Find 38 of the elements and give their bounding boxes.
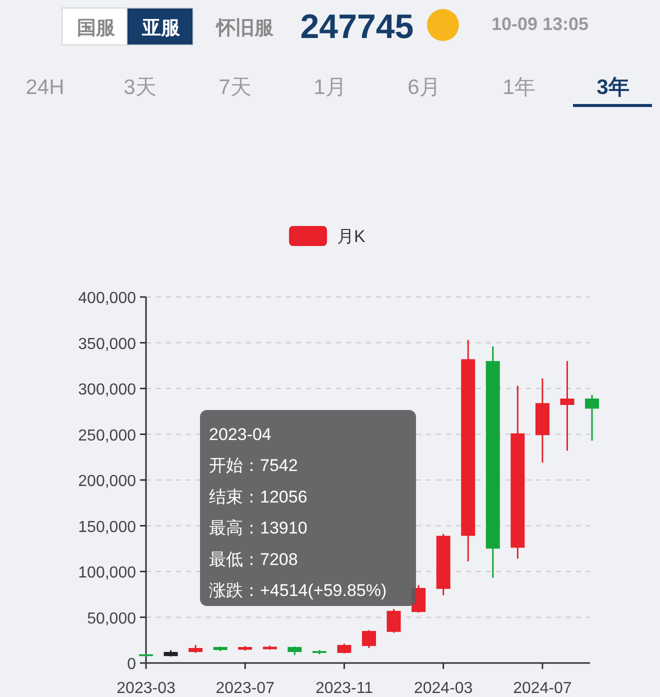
y-tick-label: 250,000	[78, 427, 136, 444]
annotation: 最高：13910	[209, 518, 308, 538]
y-tick-label: 0	[127, 656, 136, 673]
candlestick	[362, 629, 376, 649]
candlestick	[386, 608, 401, 634]
text: 6月	[408, 76, 440, 99]
text: 1月	[314, 76, 346, 99]
legend-label: 月K	[337, 227, 366, 246]
text: 3年	[596, 76, 630, 99]
text: 1年	[502, 76, 536, 99]
x-tick-label: 2023-03	[116, 680, 176, 697]
x-tick-label: 2024-07	[513, 680, 572, 697]
text: 怀旧服	[214, 17, 274, 39]
text: 24H	[26, 76, 64, 99]
y-tick-label: 350,000	[78, 336, 136, 353]
annotation: 最低：7208	[209, 550, 298, 569]
text: 10-09 13:05	[491, 14, 589, 34]
annotation: 2023-04	[209, 425, 272, 444]
y-tick-label: 100,000	[78, 564, 136, 582]
y-tick-label: 50,000	[87, 610, 136, 628]
text: 3天	[124, 76, 156, 99]
text: 247745	[300, 8, 414, 46]
text: 国服	[77, 18, 116, 39]
annotation: 开始：7542	[209, 456, 298, 476]
x-tick-label: 2024-03	[414, 680, 473, 697]
y-tick-label: 300,000	[78, 382, 136, 398]
candlestick	[585, 394, 599, 442]
y-tick-label: 400,000	[78, 290, 136, 307]
annotation: 结束：12056	[209, 487, 308, 506]
x-tick-label: 2023-11	[315, 680, 374, 697]
candlestick	[560, 360, 574, 452]
x-tick-label: 2023-07	[216, 680, 275, 697]
annotation: 涨跌：+4514(+59.85%)	[209, 581, 387, 600]
text: 7天	[218, 76, 252, 99]
y-tick-label: 200,000	[78, 473, 136, 490]
candlestick	[337, 643, 352, 654]
y-tick-label: 150,000	[78, 518, 136, 536]
text: 亚服	[141, 18, 181, 39]
